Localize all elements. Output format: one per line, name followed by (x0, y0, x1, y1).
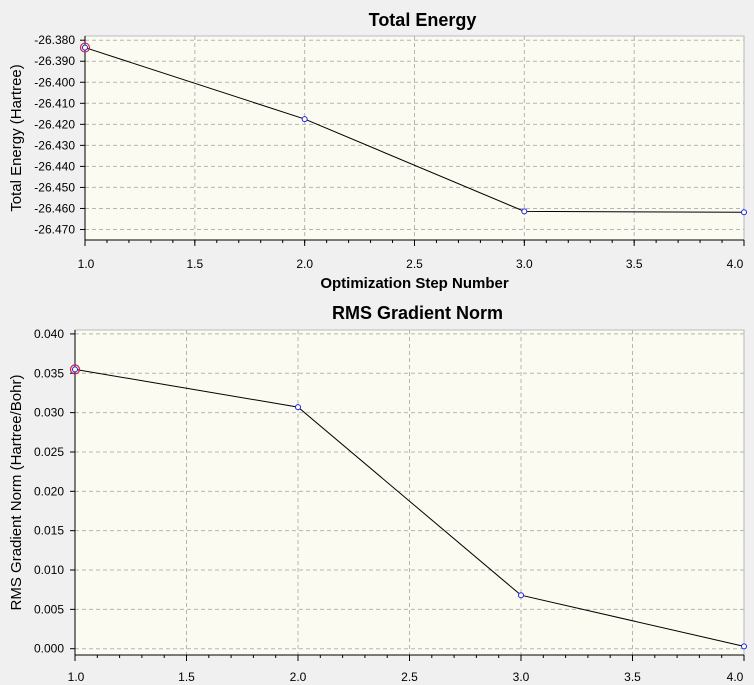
chart-energy-y-tick-label-5: -26.430 (34, 138, 75, 152)
chart-gradient-y-tick-label-3: 0.025 (34, 445, 64, 459)
chart-gradient-series-line (74, 368, 745, 647)
chart-energy-x-tick-label-0: 1.0 (78, 257, 95, 271)
rms-gradient-chart: RMS Gradient Norm 1.0 1.5 2.0 2.5 3.0 3.5 4.0 0.… (8, 303, 747, 684)
chart-energy-current-step-marker (79, 42, 91, 53)
chart-gradient-x-tick-label-2: 2.0 (290, 670, 307, 684)
chart-energy-x-tick-label-1: 1.5 (186, 257, 203, 271)
chart-energy-y-tick-label-4: -26.420 (34, 117, 75, 131)
chart-energy-y-tick-label-1: -26.390 (34, 54, 75, 68)
chart-gradient-y-tick-label-2: 0.030 (34, 406, 64, 420)
chart-energy-series-line (84, 47, 745, 213)
chart-energy-y-tick-label-2: -26.400 (34, 75, 75, 89)
chart-energy-y-tick-label-0: -26.380 (34, 33, 75, 47)
chart-energy-y-tick-label-3: -26.410 (34, 96, 75, 110)
chart-gradient-x-tick-label-3: 2.5 (401, 670, 418, 684)
chart-gradient-y-tick-label-1: 0.035 (34, 366, 64, 380)
chart-energy-x-tick-label-6: 4.0 (727, 257, 744, 271)
chart-gradient-point-1[interactable] (72, 366, 78, 373)
chart-energy-title: Total Energy (369, 10, 477, 30)
chart-energy-x-tick-label-5: 3.5 (626, 257, 643, 271)
chart-gradient-x-tick-label-4: 3.0 (513, 670, 530, 684)
chart-gradient-y-tick-label-8: 0.000 (34, 642, 64, 656)
chart-gradient-point-3[interactable] (518, 592, 524, 599)
chart-gradient-y-tick-label-5: 0.015 (34, 524, 64, 538)
chart-gradient-x-tick-label-1: 1.5 (178, 670, 195, 684)
chart-gradient-point-2[interactable] (295, 404, 301, 411)
chart-gradient-y-tick-label-0: 0.040 (34, 327, 64, 341)
chart-energy-point-4[interactable] (741, 209, 747, 216)
chart-energy-y-tick-label-7: -26.450 (34, 180, 75, 194)
chart-energy-y-axis-label: Total Energy (Hartree) (8, 64, 25, 212)
chart-energy-x-tick-label-2: 2.0 (296, 257, 313, 271)
chart-gradient-point-4[interactable] (741, 643, 747, 650)
chart-energy-y-tick-label-6: -26.440 (34, 159, 75, 173)
chart-energy-x-tick-label-3: 2.5 (406, 257, 423, 271)
chart-gradient-x-tick-label-6: 4.0 (727, 670, 744, 684)
chart-energy-y-tick-label-9: -26.470 (34, 222, 75, 236)
chart-gradient-y-tick-label-4: 0.020 (34, 484, 64, 498)
chart-energy-y-tick-label-8: -26.460 (34, 201, 75, 215)
chart-gradient-x-tick-label-5: 3.5 (624, 670, 641, 684)
chart-energy-point-2[interactable] (301, 116, 308, 123)
chart-energy-point-1[interactable] (82, 44, 88, 51)
chart-energy-x-tick-label-4: 3.0 (516, 257, 533, 271)
chart-energy-point-3[interactable] (521, 208, 528, 215)
total-energy-chart: Total Energy 1.0 1.5 2.0 2.5 3.0 3.5 4.0 -26.380… (8, 10, 747, 292)
chart-gradient-y-tick-label-6: 0.010 (34, 563, 64, 577)
chart-energy-x-axis-label: Optimization Step Number (320, 275, 509, 292)
chart-gradient-y-tick-label-7: 0.005 (34, 602, 64, 616)
chart-gradient-y-axis-label: RMS Gradient Norm (Hartree/Bohr) (8, 375, 25, 611)
chart-gradient-current-step-marker (69, 364, 81, 375)
chart-gradient-title: RMS Gradient Norm (332, 303, 503, 323)
chart-gradient-x-tick-label-0: 1.0 (68, 670, 85, 684)
